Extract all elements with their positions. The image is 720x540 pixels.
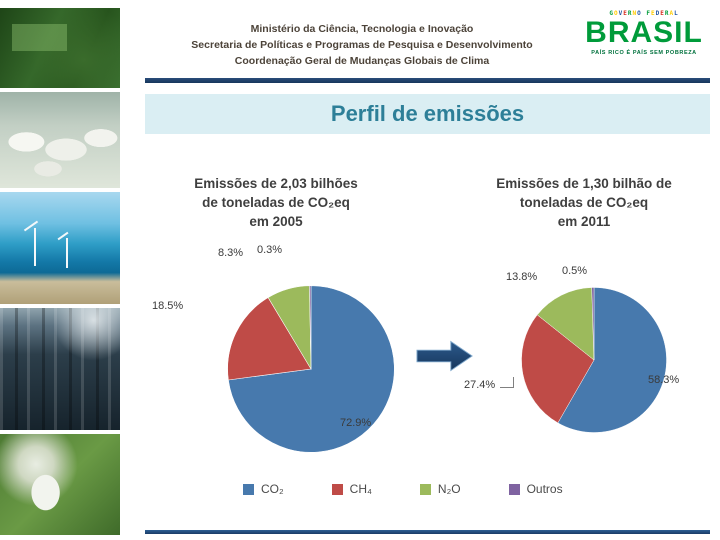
transition-arrow-icon	[416, 340, 473, 372]
pie-label-2005-n2o: 8.3%	[218, 247, 244, 259]
legend-item-ch4: CH₄	[331, 482, 372, 496]
pie-label-2011-ch4: 27.4%	[464, 379, 496, 391]
chart-title-2011-line1: Emissões de 1,30 bilhão de	[496, 176, 672, 191]
ministry-line1: Ministério da Ciência, Tecnologia e Inov…	[250, 23, 474, 35]
pie-label-2005-ch4: 18.5%	[152, 300, 184, 312]
brasil-wordmark: BRASIL	[585, 16, 703, 49]
chart-title-2005-line2: de toneladas de CO₂eq	[202, 195, 350, 210]
wind-turbine-mast	[66, 238, 68, 268]
pie-chart-2005	[227, 285, 395, 453]
legend-swatch-n2o	[419, 483, 431, 495]
footer-rule	[145, 530, 710, 534]
ministry-line3: Coordenação Geral de Mudanças Globais de…	[234, 54, 490, 67]
legend-label-ch4: CH₄	[349, 482, 372, 496]
ministry-header: Ministério da Ciência, Tecnologia e Inov…	[150, 22, 574, 69]
governo-federal-mosaic: GOVERNO FEDERAL	[609, 10, 679, 17]
legend-label-n2o: N₂O	[437, 482, 461, 496]
chart-title-2005: Emissões de 2,03 bilhões de toneladas de…	[162, 174, 390, 231]
pie-label-2011-outros: 0.5%	[562, 265, 588, 277]
pie-label-2011-co2: 58.3%	[648, 374, 680, 386]
photo-forest-aerial	[0, 8, 120, 88]
header-rule	[145, 78, 710, 83]
chart-title-2011: Emissões de 1,30 bilhão de toneladas de …	[465, 174, 703, 231]
legend-item-outros: Outros	[508, 482, 563, 496]
legend-swatch-co2	[243, 483, 254, 495]
photo-recycling-worker	[0, 434, 120, 535]
wind-turbine-mast	[34, 228, 36, 266]
legend-swatch-outros	[508, 483, 520, 495]
pie-label-2011-n2o: 13.8%	[506, 271, 538, 283]
pie-label-2005-outros: 0.3%	[257, 244, 283, 256]
pie-chart-2011	[521, 287, 667, 433]
legend-label-co2: CO₂	[261, 482, 284, 496]
pie-label-2005-co2: 72.9%	[340, 417, 372, 429]
logo-tagline: PAÍS RICO É PAÍS SEM POBREZA	[591, 50, 697, 56]
chart-legend: CO₂ CH₄ N₂O Outros	[243, 482, 563, 496]
title-band: Perfil de emissões	[145, 94, 710, 134]
photo-industrial-plant	[0, 308, 120, 430]
brasil-government-logo: GOVERNO FEDERAL BRASIL PAÍS RICO É PAÍS …	[578, 10, 710, 56]
photo-wind-turbines-coast	[0, 192, 120, 304]
chart-title-2005-line3: em 2005	[249, 214, 303, 229]
ministry-line2: Secretaria de Políticas e Programas de P…	[191, 38, 533, 51]
chart-title-2005-line1: Emissões de 2,03 bilhões	[194, 176, 358, 191]
legend-label-outros: Outros	[526, 482, 563, 496]
legend-item-n2o: N₂O	[419, 482, 461, 496]
label-leader-line	[500, 377, 514, 388]
legend-item-co2: CO₂	[243, 482, 284, 496]
photo-cattle-herd	[0, 92, 120, 188]
chart-title-2011-line3: em 2011	[557, 214, 611, 229]
slide-title: Perfil de emissões	[330, 101, 525, 126]
legend-swatch-ch4	[331, 483, 343, 495]
chart-title-2011-line2: toneladas de CO₂eq	[519, 195, 649, 210]
